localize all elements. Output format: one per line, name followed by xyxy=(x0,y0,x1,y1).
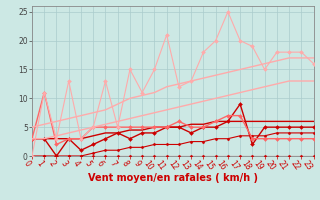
X-axis label: Vent moyen/en rafales ( km/h ): Vent moyen/en rafales ( km/h ) xyxy=(88,173,258,183)
